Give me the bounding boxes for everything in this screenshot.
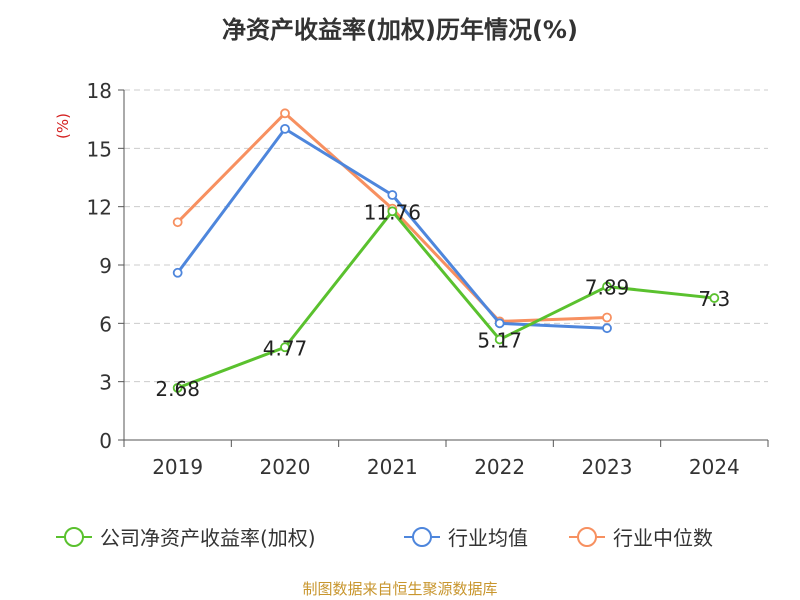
- data-point: [387, 206, 398, 217]
- data-point: [172, 267, 183, 278]
- x-tick-label: 2021: [367, 455, 418, 479]
- x-tick-label: 2023: [582, 455, 633, 479]
- data-point: [280, 108, 290, 119]
- data-point: [172, 382, 183, 393]
- y-tick-label: 0: [99, 429, 112, 453]
- y-tick-label: 9: [99, 254, 112, 278]
- data-label: 5.17: [477, 328, 522, 352]
- data-label: 7.3: [698, 287, 730, 311]
- y-tick-label: 3: [99, 371, 112, 395]
- data-point: [280, 123, 290, 134]
- data-point: [602, 323, 612, 334]
- data-point: [709, 293, 720, 303]
- x-tick-label: 2019: [152, 455, 203, 479]
- legend-marker: [577, 527, 597, 547]
- series-line: [177, 209, 715, 390]
- legend-marker: [64, 527, 84, 547]
- data-label: 2.68: [155, 377, 200, 401]
- data-point: [280, 342, 290, 353]
- y-tick-label: 15: [87, 137, 112, 161]
- data-point: [494, 334, 505, 345]
- grid-lines: [124, 89, 768, 383]
- x-tick-label: 2020: [260, 455, 311, 479]
- y-tick-label: 18: [87, 79, 112, 103]
- legend-label: 行业中位数: [613, 526, 713, 550]
- data-point: [494, 318, 505, 329]
- y-axis-label: (%): [54, 113, 72, 139]
- axes: 0 3 6 9 12 15 18 2019 2020 2021 2022 2023 2024: [87, 79, 769, 479]
- footer-source: 制图数据来自恒生聚源数据库: [302, 580, 498, 598]
- data-label: 7.89: [585, 276, 630, 300]
- data-label: 11.76: [364, 200, 421, 224]
- legend-label: 行业均值: [448, 526, 528, 550]
- data-point: [602, 281, 612, 292]
- legend-marker: [412, 527, 432, 547]
- data-point: [387, 190, 398, 200]
- y-tick-label: 6: [99, 312, 112, 336]
- x-tick-label: 2022: [474, 455, 525, 479]
- data-point: [602, 312, 612, 323]
- y-tick-label: 12: [87, 196, 112, 220]
- data-point: [172, 217, 183, 228]
- legend: 公司净资产收益率(加权) 行业均值 行业中位数: [56, 526, 713, 550]
- legend-label: 公司净资产收益率(加权): [100, 526, 316, 550]
- data-label: 4.77: [263, 336, 308, 360]
- x-tick-label: 2024: [689, 455, 740, 479]
- series-layer: [172, 108, 720, 393]
- data-labels: 2.68 4.77 11.76 5.17 7.89 7.3: [155, 200, 730, 401]
- chart-title: 净资产收益率(加权)历年情况(%): [222, 16, 578, 44]
